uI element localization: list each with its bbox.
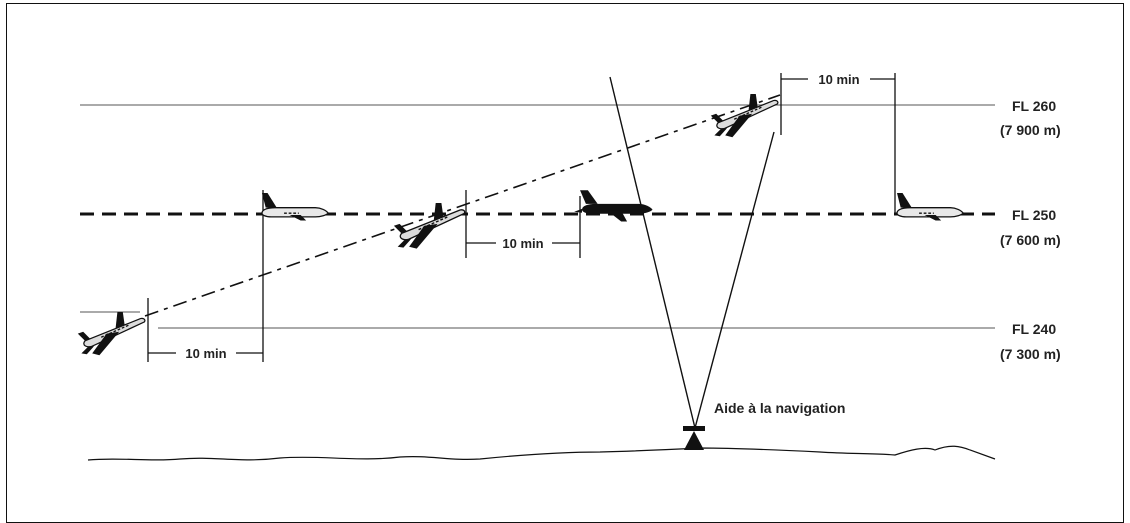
interval-label-bottom: 10 min (185, 346, 226, 361)
fl260-label: FL 260 (1012, 98, 1056, 114)
aircraft-fl250-center-icon (574, 190, 653, 222)
climbing-aircraft-start-icon (77, 311, 146, 356)
separation-bracket-fl250 (465, 190, 581, 258)
fl240-label: FL 240 (1012, 321, 1056, 337)
navaid-icon (683, 426, 705, 450)
ground-line (87, 445, 996, 461)
fl260-altitude: (7 900 m) (1000, 122, 1061, 138)
navaid-cone-right (694, 131, 775, 429)
aircraft-fl250-left-icon (261, 192, 329, 222)
navaid-cone-left (609, 76, 696, 429)
separation-bracket-fl240 (147, 190, 264, 362)
navaid-label: Aide à la navigation (714, 400, 845, 416)
interval-label-middle: 10 min (502, 236, 543, 251)
separation-bracket-fl260 (780, 73, 896, 213)
interval-label-top: 10 min (818, 72, 859, 87)
fl240-altitude: (7 300 m) (1000, 346, 1061, 362)
aircraft-fl250-right-icon (896, 192, 964, 222)
fl250-altitude: (7 600 m) (1000, 232, 1061, 248)
climb-path (144, 94, 781, 317)
fl250-label: FL 250 (1012, 207, 1056, 223)
